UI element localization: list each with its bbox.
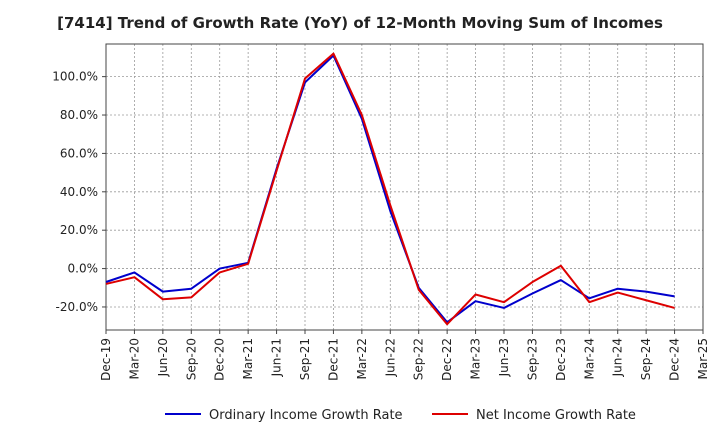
y-tick-label: 80.0% (60, 108, 98, 122)
x-tick-label: Mar-23 (469, 338, 483, 379)
x-tick-label: Dec-24 (668, 338, 682, 381)
x-tick-label: Jun-20 (156, 338, 170, 377)
x-tick-label: Sep-24 (639, 338, 653, 380)
x-tick-label: Dec-23 (554, 338, 568, 381)
y-tick-label: 100.0% (52, 70, 98, 84)
y-tick-label: -20.0% (56, 300, 98, 314)
x-tick-label: Mar-22 (355, 338, 369, 379)
x-tick-label: Sep-21 (298, 338, 312, 380)
x-tick-label: Dec-21 (326, 338, 340, 381)
x-tick-label: Sep-22 (412, 338, 426, 380)
x-tick-label: Jun-23 (497, 338, 511, 377)
y-tick-label: 40.0% (60, 185, 98, 199)
y-tick-label: 20.0% (60, 223, 98, 237)
y-tick-label: 0.0% (68, 262, 99, 276)
series-line-2 (105, 52, 675, 326)
x-tick-label: Mar-20 (127, 338, 141, 379)
x-tick-label: Jun-22 (383, 338, 397, 377)
series-line-1 (105, 54, 675, 324)
y-tick-label: 60.0% (60, 146, 98, 160)
x-tick-label: Jun-21 (270, 338, 284, 377)
legend: Ordinary Income Growth Rate Net Income Gr… (165, 408, 636, 423)
x-tick-label: Dec-20 (213, 338, 227, 381)
x-tick-label: Sep-23 (525, 338, 539, 380)
x-tick-label: Mar-21 (241, 338, 255, 379)
x-tick-label: Mar-25 (696, 338, 710, 379)
legend-label-1: Ordinary Income Growth Rate (209, 408, 403, 423)
x-tick-label: Jun-24 (611, 338, 625, 377)
legend-label-2: Net Income Growth Rate (476, 408, 636, 423)
grid (105, 44, 704, 330)
chart-title: [7414] Trend of Growth Rate (YoY) of 12-… (57, 14, 663, 32)
plot-frame (105, 43, 704, 331)
axes: -20.0% 0.0% 20.0% 40.0% 60.0% 80.0% 100.0% Dec-… (52, 43, 710, 381)
series-layer (105, 52, 675, 326)
x-tick-label: Dec-22 (440, 338, 454, 381)
x-tick-label: Mar-24 (582, 338, 596, 379)
x-tick-label: Sep-20 (184, 338, 198, 380)
x-tick-label: Dec-19 (99, 338, 113, 381)
